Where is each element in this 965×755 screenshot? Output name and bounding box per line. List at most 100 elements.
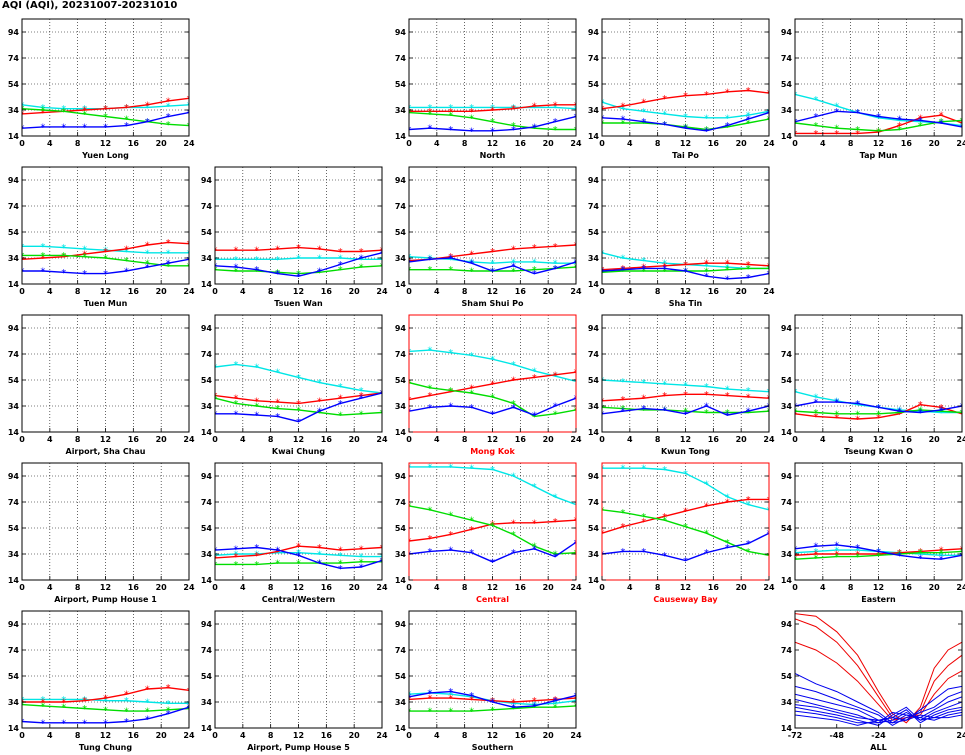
data-point-marker: * xyxy=(469,695,474,706)
data-point-marker: * xyxy=(746,86,751,97)
data-point-marker: * xyxy=(574,368,579,379)
y-tick-label: 94 xyxy=(8,176,20,185)
x-tick-label: 24 xyxy=(376,583,388,592)
x-tick-label: 12 xyxy=(873,139,884,148)
station-label: Tsuen Wan xyxy=(274,299,323,308)
y-tick-label: 94 xyxy=(588,324,600,333)
data-point-marker: * xyxy=(511,376,516,387)
data-point-marker: * xyxy=(767,269,772,280)
x-tick-label: 8 xyxy=(462,583,468,592)
data-point-marker: * xyxy=(793,555,798,566)
data-point-marker: * xyxy=(641,512,646,523)
data-point-marker: * xyxy=(918,548,923,559)
x-tick-label: 0 xyxy=(19,287,25,296)
data-point-marker: * xyxy=(876,547,881,558)
x-tick-label: 0 xyxy=(599,435,605,444)
data-point-marker: * xyxy=(813,112,818,123)
data-point-marker: * xyxy=(317,254,322,265)
data-point-marker: * xyxy=(490,247,495,258)
x-tick-label: 8 xyxy=(268,435,274,444)
data-point-marker: * xyxy=(855,125,860,136)
data-point-marker: * xyxy=(296,559,301,570)
data-point-marker: * xyxy=(187,699,192,710)
data-point-marker: * xyxy=(532,122,537,133)
x-tick-label: 4 xyxy=(240,287,246,296)
y-tick-label: 74 xyxy=(395,498,407,507)
data-point-marker: * xyxy=(855,409,860,420)
data-point-marker: * xyxy=(813,550,818,561)
data-point-marker: * xyxy=(574,241,579,252)
data-point-marker: * xyxy=(532,366,537,377)
data-point-marker: * xyxy=(380,543,385,554)
data-point-marker: * xyxy=(855,108,860,119)
data-point-marker: * xyxy=(427,265,432,276)
x-tick-label: 24 xyxy=(763,139,775,148)
data-point-marker: * xyxy=(103,705,108,716)
data-point-marker: * xyxy=(600,119,605,130)
data-point-marker: * xyxy=(61,703,66,714)
data-point-marker: * xyxy=(20,695,25,706)
data-point-marker: * xyxy=(532,265,537,276)
data-point-marker: * xyxy=(82,109,87,120)
x-tick-label: 20 xyxy=(929,435,941,444)
data-point-marker: * xyxy=(40,251,45,262)
data-point-marker: * xyxy=(275,547,280,558)
series-line xyxy=(409,115,576,132)
series-line xyxy=(215,363,382,394)
data-point-marker: * xyxy=(469,107,474,118)
data-point-marker: * xyxy=(338,247,343,258)
data-point-marker: * xyxy=(897,408,902,419)
x-tick-label: 20 xyxy=(736,287,748,296)
data-point-marker: * xyxy=(662,391,667,402)
y-tick-label: 14 xyxy=(781,428,793,437)
data-point-marker: * xyxy=(939,403,944,414)
y-tick-label: 54 xyxy=(781,672,793,681)
series-line xyxy=(602,101,769,119)
data-point-marker: * xyxy=(61,243,66,254)
data-point-marker: * xyxy=(834,129,839,140)
data-point-marker: * xyxy=(600,376,605,387)
data-point-marker: * xyxy=(82,122,87,133)
data-point-marker: * xyxy=(380,255,385,266)
data-point-marker: * xyxy=(359,254,364,265)
data-point-marker: * xyxy=(683,112,688,123)
chart-panel: ************************************14 34… xyxy=(201,166,388,308)
data-point-marker: * xyxy=(359,391,364,402)
data-point-marker: * xyxy=(380,556,385,567)
data-point-marker: * xyxy=(296,548,301,559)
data-point-marker: * xyxy=(876,128,881,139)
y-tick-label: 14 xyxy=(781,724,793,733)
data-point-marker: * xyxy=(490,267,495,278)
x-tick-label: 4 xyxy=(627,139,633,148)
data-point-marker: * xyxy=(704,501,709,512)
data-point-marker: * xyxy=(490,379,495,390)
data-point-marker: * xyxy=(683,260,688,271)
x-tick-label: 0 xyxy=(212,287,218,296)
data-point-marker: * xyxy=(254,246,259,257)
data-point-marker: * xyxy=(61,695,66,706)
series-line xyxy=(409,111,576,131)
series-line xyxy=(795,613,962,724)
x-tick-label: 0 xyxy=(406,583,412,592)
series-line xyxy=(409,705,576,712)
data-point-marker: * xyxy=(939,546,944,557)
data-point-marker: * xyxy=(704,408,709,419)
data-point-marker: * xyxy=(683,124,688,135)
y-tick-label: 94 xyxy=(201,324,213,333)
data-point-marker: * xyxy=(813,392,818,403)
data-point-marker: * xyxy=(407,537,412,548)
data-point-marker: * xyxy=(683,469,688,480)
data-point-marker: * xyxy=(662,465,667,476)
chart-panel: ************************************14 34… xyxy=(588,18,775,160)
data-point-marker: * xyxy=(427,346,432,357)
series-line xyxy=(795,710,962,724)
data-point-marker: * xyxy=(427,103,432,114)
data-point-marker: * xyxy=(662,261,667,272)
data-point-marker: * xyxy=(213,261,218,272)
data-point-marker: * xyxy=(834,107,839,118)
data-point-marker: * xyxy=(380,248,385,259)
x-tick-label: 24 xyxy=(376,435,388,444)
data-point-marker: * xyxy=(553,409,558,420)
data-point-marker: * xyxy=(532,412,537,423)
data-point-marker: * xyxy=(124,115,129,126)
